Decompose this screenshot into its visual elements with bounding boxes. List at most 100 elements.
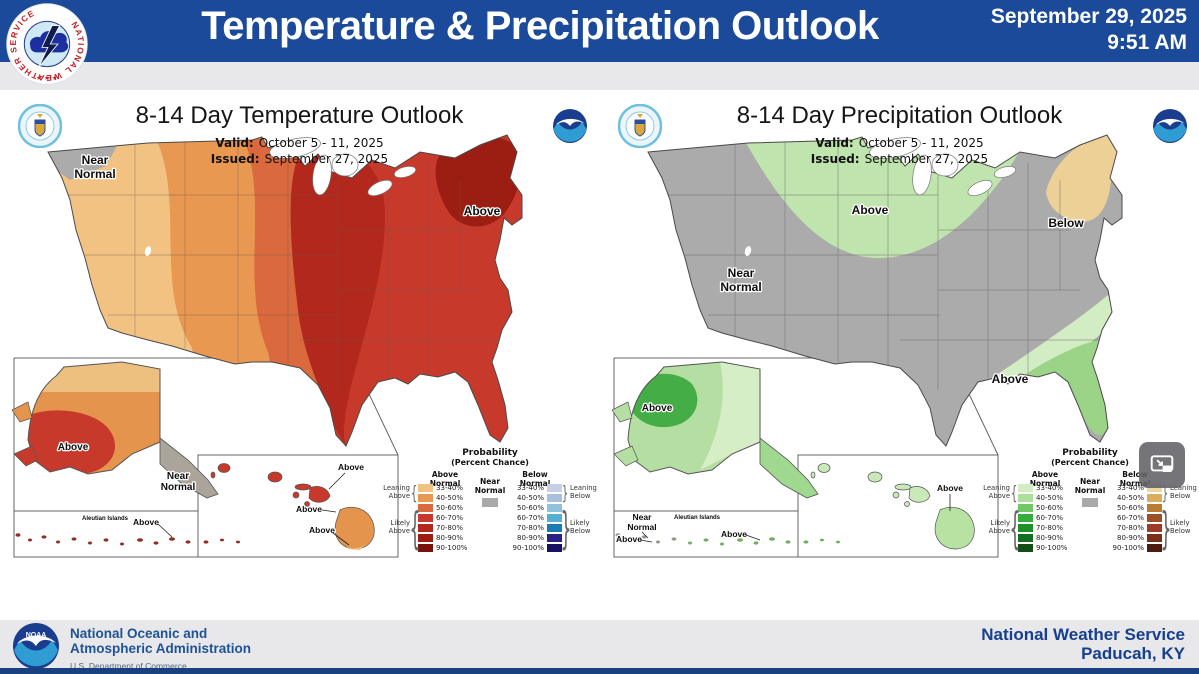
label-pointer-lines [157, 472, 350, 546]
legend-percent-label: 40-50% [436, 494, 463, 502]
hawaii-inset [810, 463, 975, 550]
brace: } [1162, 482, 1169, 504]
temp-valid-line: Valid: October 5 - 11, 2025 [215, 136, 384, 150]
near-normal-key: Near Normal [472, 470, 508, 513]
picture-in-picture-button[interactable] [1139, 442, 1185, 488]
legend-percent-label: 80-90% [436, 534, 463, 542]
legend-swatch [1147, 534, 1162, 542]
legend-row: 60-70% [1018, 514, 1072, 523]
noaa-logo [553, 109, 587, 143]
legend-swatch [1147, 494, 1162, 502]
footer-bottom-strip [0, 668, 1199, 674]
legend-percent-label: 40-50% [1117, 494, 1144, 502]
label-pointer-lines [639, 494, 951, 543]
legend-swatch [547, 544, 562, 552]
aleutian-islands [15, 533, 240, 546]
legend-row: 33-40% [1018, 484, 1072, 493]
legend-swatch [1018, 534, 1033, 542]
hawaii-inset [210, 463, 375, 550]
below-normal-swatches: 33-40% 40-50% 50-60% 60-70% 70-80% 80-90% 90-1… [1108, 483, 1162, 553]
svg-text:Above: Above [992, 372, 1029, 386]
leaning-below-label: Leaning Below [1170, 484, 1197, 500]
brace: } [559, 502, 572, 554]
leaning-above-label: Leaning Above [383, 484, 410, 500]
legend-swatch [1147, 504, 1162, 512]
noaa-logo [1153, 109, 1187, 143]
brace: { [1011, 482, 1018, 504]
svg-text:Above: Above [464, 204, 501, 218]
precip-issued-line: Issued: September 27, 2025 [810, 152, 989, 166]
below-normal-swatches: 33-40% 40-50% 50-60% 60-70% 70-80% 80-90% 90-1… [508, 483, 562, 553]
near-normal-swatch [482, 498, 498, 507]
legend-percent-label: 80-90% [1117, 534, 1144, 542]
brace: { [411, 482, 418, 504]
precipitation-map: Above Near Normal Below Above Above Near… [611, 134, 1123, 558]
nws-logo: NATIONAL WEATHER SERVICE ★ ★ ★ [6, 3, 88, 85]
header-datetime: September 29, 2025 9:51 AM [991, 4, 1187, 56]
precipitation-outlook-panel: Above Near Normal Below Above Above Near… [600, 90, 1199, 620]
legend-swatch [1018, 494, 1033, 502]
above-normal-swatches: 33-40% 40-50% 50-60% 60-70% 70-80% 80-90% 90-1… [1018, 483, 1072, 553]
svg-text:Above: Above [721, 529, 747, 539]
legend-swatch [1147, 514, 1162, 522]
legend-percent-label: 33-40% [517, 484, 544, 492]
svg-text:Aleutian Islands: Aleutian Islands [82, 516, 129, 522]
legend-swatch [1018, 504, 1033, 512]
footer-bar: NOAA National Oceanic and Atmospheric Ad… [0, 620, 1199, 671]
alaska-inset [611, 361, 840, 546]
svg-text:Above: Above [338, 462, 364, 472]
noaa-logo: NOAA [13, 623, 59, 669]
legend-percent-label: 70-80% [517, 524, 544, 532]
commerce-text: U.S. Department of Commerce [70, 661, 187, 671]
legend-percent-label: 80-90% [1036, 534, 1063, 542]
svg-text:Above: Above [296, 504, 322, 514]
legend-percent-label: 70-80% [1036, 524, 1063, 532]
state-borders [48, 135, 498, 390]
great-lakes [744, 137, 1017, 256]
likely-above-label: Likely Above [388, 519, 410, 535]
brace: } [1159, 502, 1172, 554]
legend-swatch [418, 494, 433, 502]
legend-swatch [418, 524, 433, 532]
legend-percent-label: 90-100% [1112, 544, 1144, 552]
likely-below-label: Likely Below [1170, 519, 1191, 535]
legend-row: 90-100% [1018, 544, 1072, 553]
legend-row: 80-90% [1108, 534, 1162, 543]
svg-text:Above: Above [937, 483, 963, 493]
temperature-outlook-panel: Near Normal Above Above Near Normal Aleu… [0, 90, 599, 620]
legend-row: 40-50% [1018, 494, 1072, 503]
near-normal-swatch [1082, 498, 1098, 507]
near-normal-key: Near Normal [1072, 470, 1108, 513]
svg-text:Above: Above [309, 525, 335, 535]
legend-row: 60-70% [508, 514, 562, 523]
likely-above-label: Likely Above [988, 519, 1010, 535]
legend-row: 90-100% [418, 544, 472, 553]
svg-text:Near: Near [167, 471, 189, 482]
legend-row: 50-60% [1018, 504, 1072, 513]
precip-map-title: 8-14 Day Precipitation Outlook [736, 102, 1063, 129]
legend-swatch [1018, 514, 1033, 522]
legend-swatch [418, 534, 433, 542]
legend-row: 33-40% [1108, 484, 1162, 493]
legend-percent-label: 50-60% [436, 504, 463, 512]
state-borders [648, 135, 1098, 390]
svg-text:Above: Above [616, 534, 642, 544]
great-lakes [144, 137, 417, 256]
legend-swatch [1147, 524, 1162, 532]
legend-percent-label: 60-70% [1117, 514, 1144, 522]
above-normal-swatches: 33-40% 40-50% 50-60% 60-70% 70-80% 80-90% 90-1… [418, 483, 472, 553]
legend-swatch [547, 534, 562, 542]
precipitation-legend: Probability (Percent Chance) Above Norma… [983, 448, 1197, 554]
legend-row: 70-80% [1108, 524, 1162, 533]
legend-row: 40-50% [418, 494, 472, 503]
header-bar: Temperature & Precipitation Outlook Sept… [0, 0, 1199, 62]
legend-percent-label: 60-70% [1036, 514, 1063, 522]
temperature-map: Near Normal Above Above Near Normal Aleu… [11, 134, 523, 558]
svg-text:Above: Above [133, 517, 159, 527]
temp-map-title: 8-14 Day Temperature Outlook [135, 102, 464, 129]
legend-swatch [547, 514, 562, 522]
legend-swatch [418, 504, 433, 512]
svg-text:Aleutian Islands: Aleutian Islands [674, 515, 721, 521]
legend-row: 40-50% [1108, 494, 1162, 503]
dept-of-commerce-seal [618, 104, 662, 148]
